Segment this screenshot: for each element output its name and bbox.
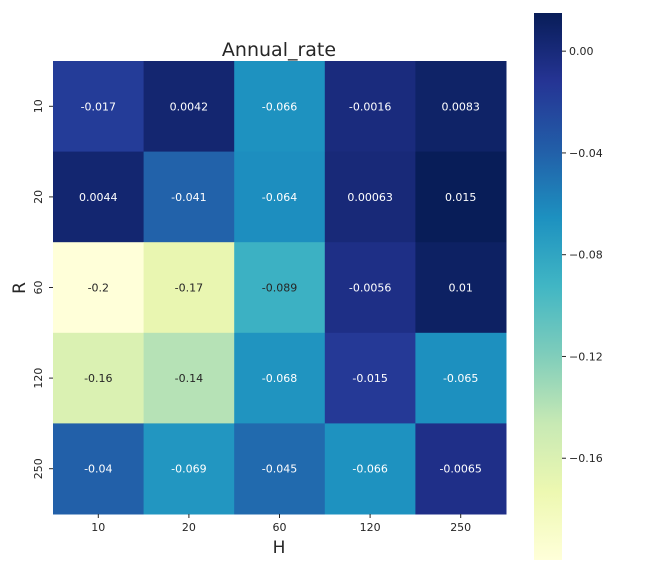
colorbar-tick-label: −0.08 (569, 249, 603, 262)
y-tick-label: 60 (32, 281, 45, 295)
heatmap-cell-label: -0.015 (352, 372, 387, 385)
heatmap-cell (415, 151, 507, 243)
heatmap-cell (324, 423, 416, 515)
heatmap-cell (415, 61, 507, 153)
x-tick-label: 60 (273, 521, 287, 534)
x-axis-label: H (273, 538, 286, 558)
colorbar-tick-label: 0.00 (569, 45, 594, 58)
heatmap-cell-label: 0.0083 (441, 100, 480, 113)
colorbar-tick-label: −0.16 (569, 452, 603, 465)
heatmap-cell-label: -0.2 (88, 282, 109, 295)
heatmap-cell-label: -0.16 (84, 372, 112, 385)
heatmap-cell-label: -0.04 (84, 463, 112, 476)
heatmap-cell-labels: -0.017 0.0042 -0.066 -0.0016 0.0083 0.0044 -0.… (79, 100, 482, 475)
colorbar-ticks: 0.00 −0.04 −0.08 −0.12 −0.16 (562, 45, 603, 465)
colorbar-tick-label: −0.12 (569, 350, 603, 363)
heatmap-cell (143, 151, 235, 243)
x-tick-label: 20 (182, 521, 196, 534)
y-tick-label: 120 (32, 368, 45, 389)
heatmap-cell-label: -0.0016 (349, 100, 391, 113)
heatmap-cell-label: 0.015 (445, 191, 477, 204)
y-tick-label: 10 (32, 99, 45, 113)
heatmap-cell (324, 332, 416, 424)
heatmap-cell (415, 332, 507, 424)
heatmap-cell-label: -0.066 (262, 100, 297, 113)
heatmap-cell (143, 423, 235, 515)
heatmap-cell-label: -0.14 (175, 372, 203, 385)
heatmap-cell-label: -0.045 (262, 463, 297, 476)
heatmap-cell-label: -0.17 (175, 282, 203, 295)
heatmap-cell (415, 423, 507, 515)
x-axis-ticks: 10 20 60 120 250 (91, 514, 471, 534)
heatmap-cell (143, 242, 235, 334)
heatmap-cell-label: -0.065 (443, 372, 478, 385)
heatmap-cell-label: -0.0065 (439, 463, 481, 476)
heatmap-cell (53, 151, 145, 243)
heatmap-cell-label: -0.017 (81, 100, 116, 113)
y-axis-ticks: 10 20 60 120 250 (32, 99, 53, 479)
heatmap-cell (53, 332, 145, 424)
heatmap-cell-label: -0.068 (262, 372, 297, 385)
heatmap-cell-label: 0.0042 (170, 100, 209, 113)
heatmap-cell (324, 61, 416, 153)
heatmap-cell-label: -0.064 (262, 191, 297, 204)
heatmap-cell-label: -0.066 (352, 463, 387, 476)
heatmap-cell-label: -0.089 (262, 282, 297, 295)
heatmap-cell-label: -0.069 (171, 463, 206, 476)
heatmap-cell (234, 423, 326, 515)
heatmap-cell (143, 61, 235, 153)
y-tick-label: 20 (32, 190, 45, 204)
chart-title: Annual_rate (222, 39, 336, 61)
heatmap-cell-label: 0.01 (448, 282, 473, 295)
heatmap-cell (234, 242, 326, 334)
x-tick-label: 10 (91, 521, 105, 534)
y-axis-label: R (10, 282, 30, 294)
colorbar-tick-label: −0.04 (569, 147, 603, 160)
heatmap-cell (234, 332, 326, 424)
x-tick-label: 250 (450, 521, 471, 534)
colorbar (534, 13, 562, 560)
heatmap-cell (415, 242, 507, 334)
heatmap-cell (53, 242, 145, 334)
heatmap-cell (143, 332, 235, 424)
y-tick-label: 250 (32, 458, 45, 479)
heatmap-cell (234, 151, 326, 243)
heatmap-cell (53, 423, 145, 515)
heatmap-cell (234, 61, 326, 153)
heatmap-cell-label: -0.041 (171, 191, 206, 204)
heatmap-cell (324, 242, 416, 334)
heatmap-cell (53, 61, 145, 153)
heatmap-cells (53, 61, 507, 515)
x-tick-label: 120 (360, 521, 381, 534)
heatmap-cell-label: 0.00063 (347, 191, 393, 204)
heatmap-cell (324, 151, 416, 243)
heatmap-cell-label: -0.0056 (349, 282, 391, 295)
heatmap-cell-label: 0.0044 (79, 191, 118, 204)
